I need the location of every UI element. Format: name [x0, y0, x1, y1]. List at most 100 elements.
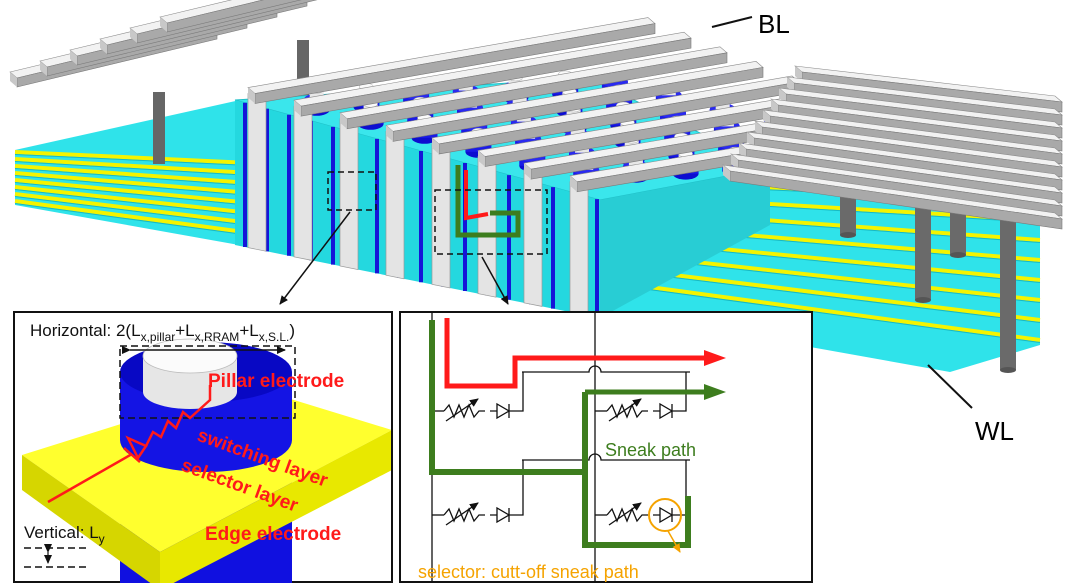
rram-lead: [47, 452, 133, 504]
array-3d: BL WL: [9, 0, 1063, 446]
cell-3d: [22, 338, 391, 583]
via-post: [915, 195, 931, 300]
bit-line-bar-end: [478, 150, 485, 167]
width-box: [119, 345, 296, 419]
via-post: [1000, 205, 1016, 370]
vertical-label: Vertical: Ly: [24, 523, 105, 546]
bit-line-bar-end: [248, 87, 255, 104]
selector-note: selector: cutt-off sneak path: [418, 562, 639, 582]
word-line-bar-end: [747, 132, 754, 148]
front-pillar: [385, 130, 405, 280]
via-post-end: [915, 297, 931, 303]
zoom-arrow: [481, 256, 509, 305]
bit-line-bar-end: [130, 28, 137, 43]
subscript: x,pillar: [141, 330, 176, 344]
front-pillar: [293, 105, 313, 261]
word-line-bar-end: [779, 88, 786, 104]
sneak-path: [582, 392, 691, 548]
word-line-bar-end: [739, 143, 746, 159]
horizontal-label-part: Horizontal: 2(L: [30, 321, 141, 340]
word-line-bar-end: [771, 99, 778, 115]
edge-electrode-side: [160, 430, 391, 583]
right-inset: Sneak path selector: cutt-off sneak path: [399, 311, 813, 583]
bit-line-bar-end: [570, 175, 577, 192]
rram-arrow: [445, 398, 479, 422]
horizontal-label-part: +L: [239, 321, 258, 340]
via-post: [153, 92, 165, 164]
rram: [606, 507, 648, 523]
bit-line-bar-end: [40, 61, 47, 76]
selector-highlight: [648, 498, 682, 532]
rram-arrow: [608, 398, 642, 422]
selector-arrow: [667, 530, 681, 553]
subscript: x,S.L.: [259, 330, 290, 344]
rram-arrow: [445, 502, 479, 526]
front-pillar: [431, 143, 451, 289]
rram-arrow: [608, 502, 642, 526]
bit-line-bar-end: [340, 112, 347, 129]
bit-line-bar-end: [386, 125, 393, 142]
zoom-box: [327, 171, 377, 211]
bit-line-bar: [159, 0, 265, 24]
row-line: [522, 365, 690, 373]
rram: [443, 507, 485, 523]
bit-line-bar-end: [432, 137, 439, 154]
front-pillar: [569, 181, 589, 317]
pillar-top: [142, 338, 238, 374]
rram-symbol: [144, 385, 212, 447]
diode: [490, 372, 524, 420]
zoom-box: [434, 189, 548, 255]
diode: [490, 460, 524, 524]
word-line-bar-end: [795, 66, 802, 82]
edge-electrode-front: [22, 455, 160, 583]
sneak-path-mini: [455, 165, 521, 238]
sneak-path: [429, 320, 585, 475]
bit-line-bar-end: [294, 100, 301, 117]
bit-line-bar-end: [160, 17, 167, 32]
bit-line-bar-end: [100, 39, 107, 54]
white-pillar: [628, 156, 643, 167]
rram: [606, 403, 648, 419]
vertical-label-part: Vertical: L: [24, 523, 99, 542]
subscript: y: [99, 532, 105, 546]
horizontal-label-part: ): [289, 321, 295, 340]
read-path: [444, 318, 726, 389]
via-post-end: [950, 252, 966, 258]
bit-line-bar-end: [10, 72, 17, 87]
diode: [653, 460, 687, 524]
via-post-end: [1000, 367, 1016, 373]
left-inset: Horizontal: 2(Lx,pillar+Lx,RRAM+Lx,S.L.)…: [13, 311, 393, 583]
word-line-bar-end: [755, 121, 762, 137]
horizontal-label: Horizontal: 2(Lx,pillar+Lx,RRAM+Lx,S.L.): [30, 321, 295, 344]
word-line-bar-end: [763, 110, 770, 126]
pillar-electrode-label: Pillar electrode: [208, 371, 344, 392]
circuit: [429, 313, 726, 583]
word-line-bar-end: [731, 154, 738, 170]
white-pillar: [512, 94, 527, 105]
subscript: x,RRAM: [195, 330, 240, 344]
block-side: [600, 168, 770, 318]
row-line: [522, 453, 690, 461]
white-pillar: [570, 125, 585, 136]
word-line-bar-end: [723, 165, 730, 181]
zoom-arrow: [279, 211, 351, 305]
read-path-mini: [464, 170, 489, 221]
horizontal-label-part: +L: [175, 321, 194, 340]
diode: [653, 372, 687, 420]
bl-label: BL: [758, 9, 790, 39]
via-post-end: [840, 232, 856, 238]
rram: [443, 403, 485, 419]
leader-line: [711, 16, 753, 28]
bit-line-bar-end: [524, 163, 531, 180]
white-pillar: [309, 89, 324, 100]
leader-line: [927, 364, 973, 409]
front-pillar: [339, 118, 359, 271]
wl-label: WL: [975, 416, 1014, 446]
word-line-bar-end: [787, 77, 794, 93]
sneak-path-label: Sneak path: [605, 440, 696, 460]
front-pillar: [247, 93, 267, 252]
bit-line-bar-end: [70, 50, 77, 65]
edge-electrode-label: Edge electrode: [205, 524, 341, 545]
